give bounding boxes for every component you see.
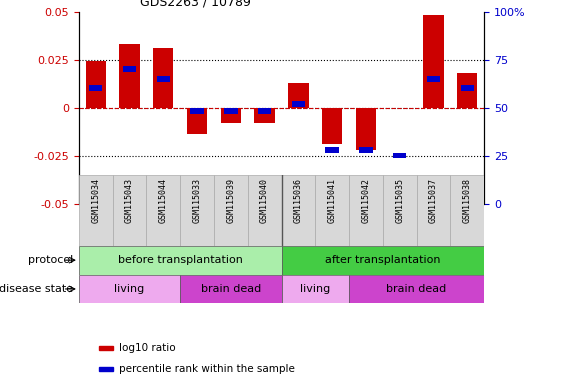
Bar	[383, 175, 417, 246]
Text: log10 ratio: log10 ratio	[119, 343, 176, 353]
Bar	[221, 108, 241, 123]
Bar	[180, 175, 214, 246]
Bar	[292, 101, 305, 107]
Text: GSM115039: GSM115039	[226, 178, 235, 223]
Text: GSM115035: GSM115035	[395, 178, 404, 223]
Text: brain dead: brain dead	[200, 284, 261, 294]
Text: GSM115042: GSM115042	[361, 178, 370, 223]
Bar	[157, 76, 170, 81]
Bar	[99, 346, 113, 350]
Bar	[282, 275, 349, 303]
Bar	[99, 367, 113, 371]
Text: GSM115043: GSM115043	[125, 178, 134, 223]
Text: GSM115041: GSM115041	[328, 178, 337, 223]
Text: GSM115040: GSM115040	[260, 178, 269, 223]
Bar	[180, 275, 282, 303]
Bar	[356, 108, 376, 150]
Bar	[288, 83, 309, 108]
Bar	[315, 175, 349, 246]
Bar	[423, 15, 444, 108]
Bar	[119, 44, 140, 108]
Bar	[282, 246, 484, 275]
Bar	[417, 175, 450, 246]
Text: living: living	[114, 284, 145, 294]
Text: living: living	[300, 284, 330, 294]
Bar	[248, 175, 282, 246]
Text: GSM115033: GSM115033	[193, 178, 202, 223]
Bar	[258, 109, 271, 114]
Bar	[79, 275, 180, 303]
Text: before transplantation: before transplantation	[118, 255, 243, 265]
Bar	[254, 108, 275, 123]
Text: disease state: disease state	[0, 284, 73, 294]
Bar	[123, 66, 136, 72]
Bar	[349, 175, 383, 246]
Text: GSM115037: GSM115037	[429, 178, 438, 223]
Text: GSM115036: GSM115036	[294, 178, 303, 223]
Bar	[89, 86, 102, 91]
Bar	[79, 175, 113, 246]
Bar	[224, 109, 238, 114]
Bar	[146, 175, 180, 246]
Bar	[325, 147, 339, 152]
Bar	[113, 175, 146, 246]
Bar	[79, 246, 282, 275]
Bar	[86, 61, 106, 108]
Bar	[457, 73, 477, 108]
Text: protocol: protocol	[28, 255, 73, 265]
Bar	[214, 175, 248, 246]
Text: GSM115044: GSM115044	[159, 178, 168, 223]
Bar	[359, 147, 373, 152]
Bar	[153, 48, 173, 108]
Text: brain dead: brain dead	[386, 284, 447, 294]
Bar	[450, 175, 484, 246]
Text: GSM115038: GSM115038	[463, 178, 472, 223]
Bar	[187, 108, 207, 134]
Bar	[190, 109, 204, 114]
Text: after transplantation: after transplantation	[325, 255, 441, 265]
Bar	[393, 152, 406, 158]
Bar	[427, 76, 440, 81]
Text: GSM115034: GSM115034	[91, 178, 100, 223]
Bar	[282, 175, 315, 246]
Bar	[349, 275, 484, 303]
Bar	[322, 108, 342, 144]
Text: GDS2263 / 10789: GDS2263 / 10789	[140, 0, 251, 9]
Bar	[461, 86, 474, 91]
Text: percentile rank within the sample: percentile rank within the sample	[119, 364, 295, 374]
